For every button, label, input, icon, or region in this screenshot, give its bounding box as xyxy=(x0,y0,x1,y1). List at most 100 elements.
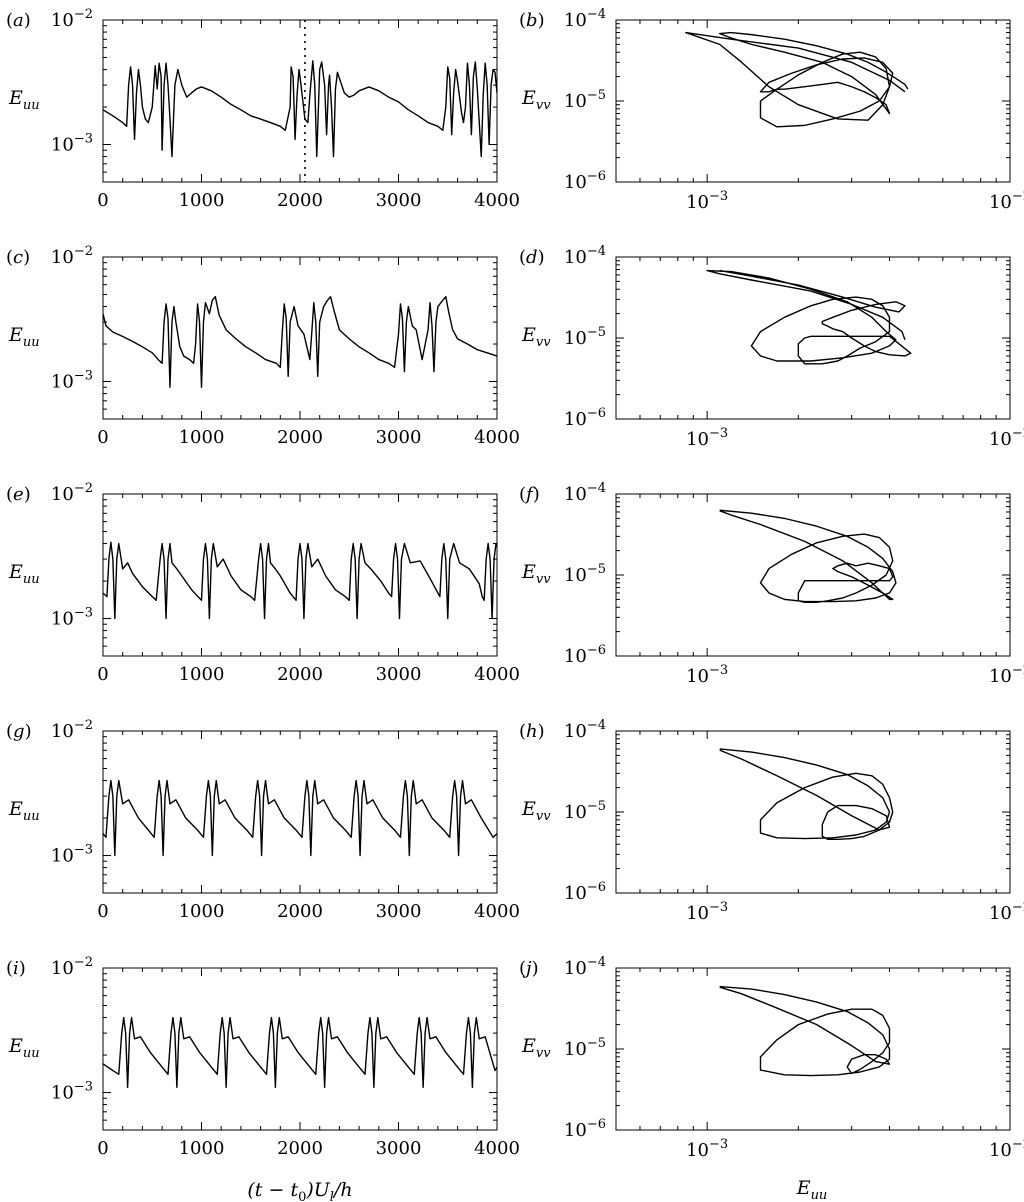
x-tick-label: 10−3 xyxy=(686,1137,728,1161)
y-axis-label: Euu xyxy=(8,798,40,824)
x-tick-label: 1000 xyxy=(179,427,225,448)
y-tick-label: 10−2 xyxy=(51,718,93,742)
panel-label: (e) xyxy=(6,484,31,505)
x-tick-label: 10−2 xyxy=(989,663,1024,687)
y-axis-label: Evv xyxy=(521,87,551,113)
y-axis-label: Evv xyxy=(521,798,551,824)
x-tick-label: 4000 xyxy=(474,664,520,685)
panel-a: 0 1000 2000 3000 4000 (a) Euu xyxy=(6,10,520,211)
panel-label: (j) xyxy=(519,958,539,979)
y-tick-label: 10−4 xyxy=(564,481,606,505)
y-tick-label: 10−5 xyxy=(564,799,606,823)
y-tick-label: 10−5 xyxy=(564,562,606,586)
x-tick-label: 3000 xyxy=(376,190,422,211)
y-tick-label: 10−6 xyxy=(564,169,606,193)
x-tick-label: 1000 xyxy=(179,901,225,922)
x-tick-label: 0 xyxy=(97,190,108,211)
x-axis-label-euu: Euu xyxy=(796,1177,828,1202)
y-tick-label: 10−4 xyxy=(564,244,606,268)
panel-label: (f) xyxy=(519,484,540,505)
x-tick-label: 2000 xyxy=(277,901,323,922)
plot-frame xyxy=(102,493,498,657)
panel-label: (b) xyxy=(519,10,545,31)
plot-frame xyxy=(615,967,1011,1131)
x-tick-label: 10−3 xyxy=(686,189,728,213)
x-tick-label: 3000 xyxy=(376,664,422,685)
panel-label: (d) xyxy=(519,247,545,268)
y-axis-label: Euu xyxy=(8,1035,40,1061)
y-tick-label: 10−4 xyxy=(564,718,606,742)
y-tick-label: 10−5 xyxy=(564,325,606,349)
y-axis-label: Euu xyxy=(8,324,40,350)
panel-f: (f) Evv xyxy=(519,484,1011,657)
series-line xyxy=(102,1016,498,1089)
plot-frame xyxy=(102,967,498,1131)
y-tick-label: 10−5 xyxy=(564,88,606,112)
y-axis-label: Evv xyxy=(521,561,551,587)
y-tick-label: 10−6 xyxy=(564,1117,606,1141)
x-tick-label: 1000 xyxy=(179,190,225,211)
series-line xyxy=(102,779,498,857)
y-tick-label: 10−3 xyxy=(51,606,93,630)
x-tick-label: 10−3 xyxy=(686,900,728,924)
y-tick-label: 10−6 xyxy=(564,406,606,430)
x-tick-label: 10−3 xyxy=(686,426,728,450)
y-tick-label: 10−3 xyxy=(51,132,93,156)
x-tick-label: 2000 xyxy=(277,427,323,448)
panel-g: 0 1000 2000 3000 4000 (g) Euu xyxy=(6,721,520,922)
x-tick-label: 10−2 xyxy=(989,426,1024,450)
y-axis-label: Euu xyxy=(8,87,40,113)
x-tick-label: 4000 xyxy=(474,1138,520,1159)
panel-j: (j) Evv xyxy=(519,958,1011,1131)
x-tick-label: 4000 xyxy=(474,427,520,448)
y-tick-label: 10−5 xyxy=(564,1036,606,1060)
series-line xyxy=(719,985,891,1077)
series-line xyxy=(685,31,909,128)
x-tick-label: 2000 xyxy=(277,190,323,211)
y-tick-label: 10−3 xyxy=(51,369,93,393)
panel-i: 0 1000 2000 3000 4000 (i) Euu xyxy=(6,958,520,1159)
y-axis-label: Evv xyxy=(521,1035,551,1061)
panel-h: (h) Evv xyxy=(519,721,1011,894)
x-tick-label: 1000 xyxy=(179,1138,225,1159)
x-tick-label: 1000 xyxy=(179,664,225,685)
x-tick-label: 4000 xyxy=(474,901,520,922)
series-line xyxy=(102,541,498,620)
y-tick-label: 10−3 xyxy=(51,1080,93,1104)
x-tick-label: 3000 xyxy=(376,1138,422,1159)
y-tick-label: 10−4 xyxy=(564,955,606,979)
y-tick-label: 10−2 xyxy=(51,7,93,31)
series-line xyxy=(102,295,498,388)
series-line xyxy=(706,269,912,365)
x-tick-label: 10−3 xyxy=(686,663,728,687)
panel-label: (c) xyxy=(6,247,30,268)
x-tick-label: 10−2 xyxy=(989,900,1024,924)
x-tick-label: 10−2 xyxy=(989,189,1024,213)
y-tick-label: 10−4 xyxy=(564,7,606,31)
panel-label: (g) xyxy=(6,721,32,742)
y-tick-label: 10−2 xyxy=(51,244,93,268)
panel-d: (d) Evv xyxy=(519,247,1011,420)
panel-c: 0 1000 2000 3000 4000 (c) Euu xyxy=(6,247,520,448)
x-tick-label: 3000 xyxy=(376,901,422,922)
plot-frame xyxy=(102,256,498,420)
y-tick-label: 10−2 xyxy=(51,481,93,505)
x-axis-label-time: (t − t0)Ul/h xyxy=(247,1179,352,1202)
x-tick-label: 0 xyxy=(97,427,108,448)
panel-label: (a) xyxy=(6,10,31,31)
panel-e: 0 1000 2000 3000 4000 (e) Euu xyxy=(6,484,520,685)
x-tick-label: 0 xyxy=(97,901,108,922)
x-tick-label: 2000 xyxy=(277,1138,323,1159)
plot-frame xyxy=(615,730,1011,894)
x-tick-label: 0 xyxy=(97,664,108,685)
y-tick-label: 10−6 xyxy=(564,643,606,667)
plot-frame xyxy=(615,256,1011,420)
x-tick-label: 0 xyxy=(97,1138,108,1159)
series-line xyxy=(719,509,897,604)
x-tick-label: 2000 xyxy=(277,664,323,685)
y-axis-label: Evv xyxy=(521,324,551,350)
y-tick-label: 10−3 xyxy=(51,843,93,867)
x-tick-label: 10−2 xyxy=(989,1137,1024,1161)
panel-label: (h) xyxy=(519,721,545,742)
series-line xyxy=(102,60,498,158)
